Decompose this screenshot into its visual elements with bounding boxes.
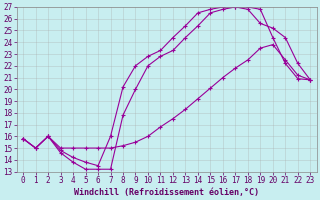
X-axis label: Windchill (Refroidissement éolien,°C): Windchill (Refroidissement éolien,°C) <box>74 188 259 197</box>
